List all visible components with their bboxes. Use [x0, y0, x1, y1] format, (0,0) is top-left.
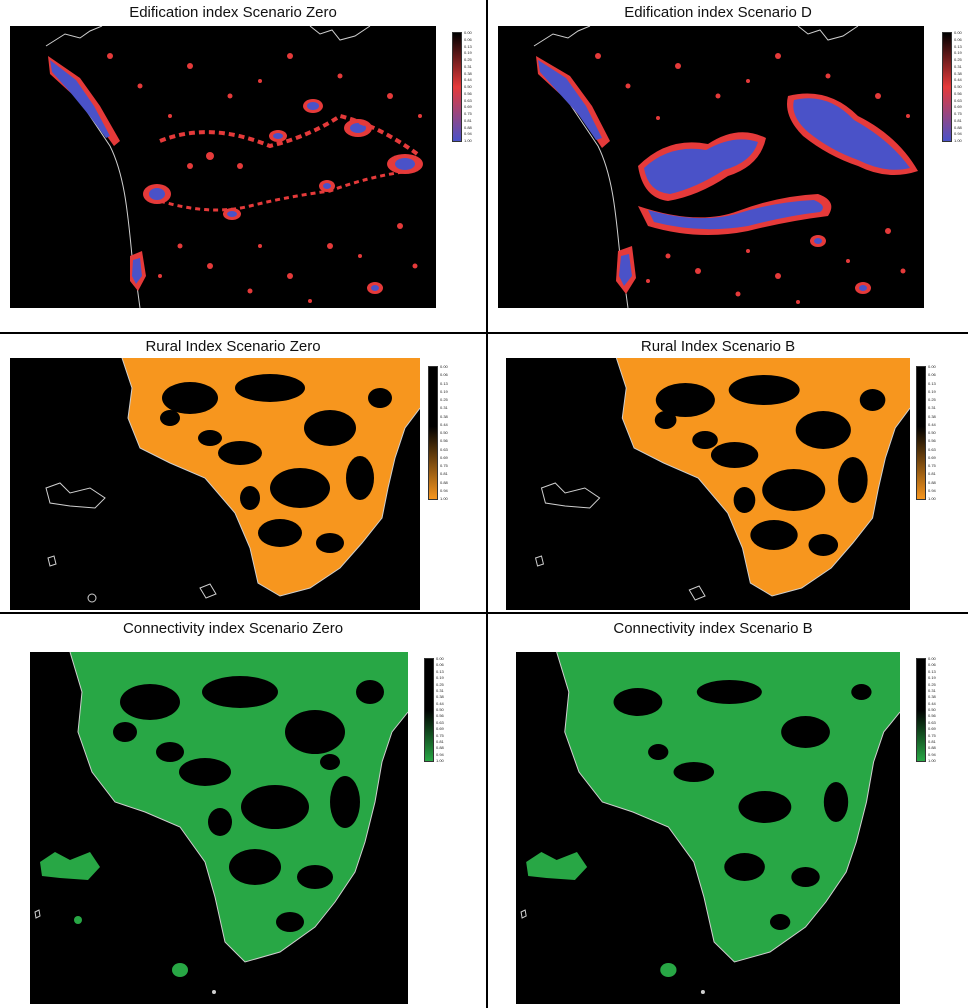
panel-title: Edification index Scenario D	[624, 4, 812, 21]
legend-colorbar	[942, 32, 952, 142]
legend-labels: 0.00 0.06 0.13 0.19 0.25 0.31 0.38 0.44 0.50 0.56…	[440, 364, 448, 501]
panel-title: Connectivity index Scenario B	[613, 620, 813, 637]
panel-rural-b: Rural Index Scenario B 0.00 0.06 0.13 0.19 0…	[488, 334, 968, 612]
panel-edification-d: Edification index Scenario D	[488, 0, 968, 332]
legend-edification-d: 0.00 0.06 0.13 0.19 0.25 0.31 0.38 0.44 0.50 0.56…	[942, 30, 968, 143]
legend-edification-zero: 0.00 0.06 0.13 0.19 0.25 0.31 0.38 0.44 0.50 0.56…	[452, 30, 482, 143]
panel-title: Edification index Scenario Zero	[129, 4, 337, 21]
legend-colorbar	[428, 366, 438, 500]
legend-labels: 0.00 0.06 0.13 0.19 0.25 0.31 0.38 0.44 0.50 0.56…	[436, 656, 444, 763]
panel-title: Connectivity index Scenario Zero	[122, 620, 344, 637]
legend-labels: 0.00 0.06 0.13 0.19 0.25 0.31 0.38 0.44 0.50 0.56…	[928, 656, 936, 763]
legend-colorbar	[452, 32, 462, 142]
legend-labels: 0.00 0.06 0.13 0.19 0.25 0.31 0.38 0.44 0.50 0.56…	[928, 364, 936, 501]
legend-colorbar	[424, 658, 434, 762]
legend-rural-b: 0.00 0.06 0.13 0.19 0.25 0.31 0.38 0.44 0.50 0.56…	[916, 364, 946, 501]
panel-connectivity-zero: Connectivity index Scenario Zero 0.00 0.	[0, 614, 486, 1008]
legend-connectivity-b: 0.00 0.06 0.13 0.19 0.25 0.31 0.38 0.44 0.50 0.56…	[916, 656, 946, 763]
legend-colorbar	[916, 658, 926, 762]
panel-title: Rural Index Scenario B	[640, 338, 796, 355]
panel-rural-zero: Rural Index Scenario Zero 0.00 0.06 0.13 0.…	[0, 334, 486, 612]
legend-rural-zero: 0.00 0.06 0.13 0.19 0.25 0.31 0.38 0.44 0.50 0.56…	[428, 364, 458, 501]
panel-connectivity-b: Connectivity index Scenario B 0.00 0.06 0.…	[488, 614, 968, 1008]
panel-edification-zero: Edification index Scenario Zero	[0, 0, 486, 332]
legend-labels: 0.00 0.06 0.13 0.19 0.25 0.31 0.38 0.44 0.50 0.56…	[464, 30, 472, 143]
horizontal-divider-bottom	[0, 612, 968, 614]
map-edification-zero	[10, 26, 436, 308]
panel-title: Rural Index Scenario Zero	[145, 338, 321, 355]
map-rural-b	[506, 358, 910, 610]
vertical-divider	[486, 0, 488, 1008]
edification-d-blobs	[536, 53, 918, 304]
edification-zero-blobs	[48, 53, 423, 303]
legend-connectivity-zero: 0.00 0.06 0.13 0.19 0.25 0.31 0.38 0.44 0.50 0.56…	[424, 656, 454, 763]
legend-labels: 0.00 0.06 0.13 0.19 0.25 0.31 0.38 0.44 0.50 0.56…	[954, 30, 962, 143]
horizontal-divider-top	[0, 332, 968, 334]
map-connectivity-b	[516, 652, 900, 1004]
map-connectivity-zero	[30, 652, 408, 1004]
map-edification-d	[498, 26, 924, 308]
map-rural-zero	[10, 358, 420, 610]
legend-colorbar	[916, 366, 926, 500]
